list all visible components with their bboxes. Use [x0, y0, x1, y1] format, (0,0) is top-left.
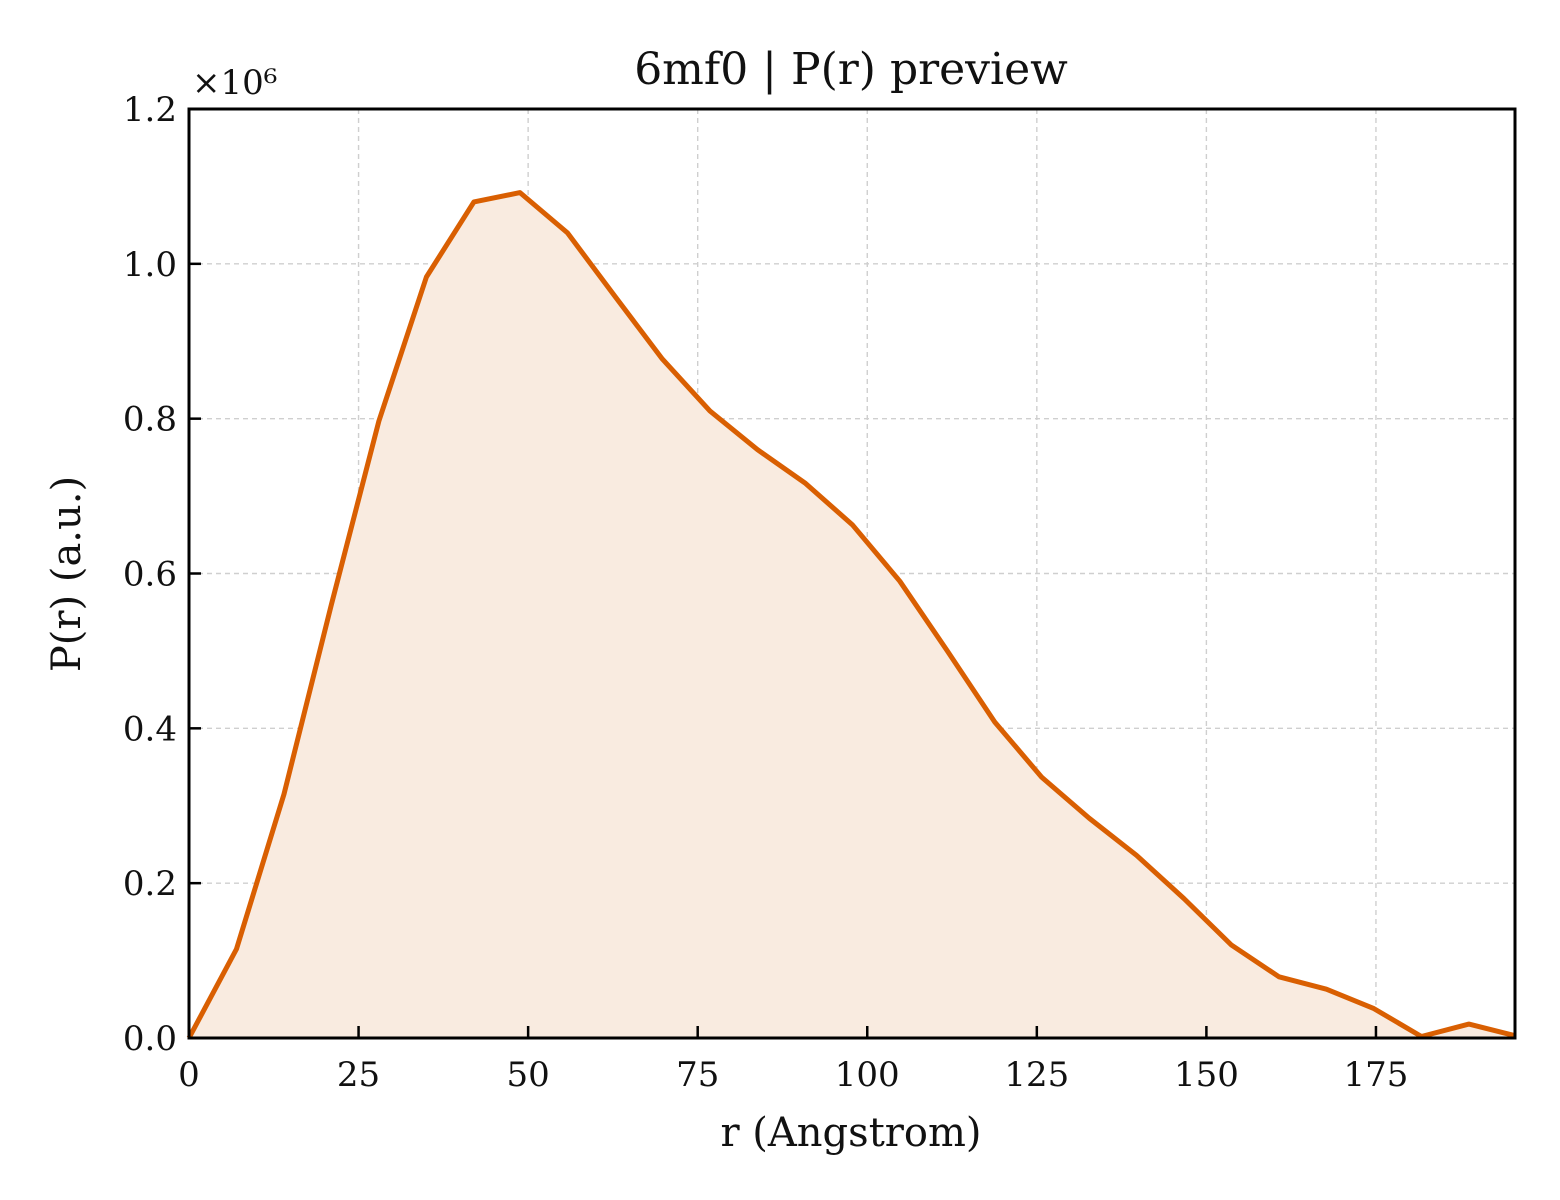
y-tick-label: 0.4	[123, 709, 177, 749]
chart-title: 6mf0 | P(r) preview	[634, 44, 1068, 95]
y-axis-multiplier: ×10⁶	[192, 63, 277, 103]
x-tick-label: 150	[1174, 1055, 1239, 1095]
x-tick-label: 175	[1344, 1055, 1409, 1095]
y-tick-label: 1.2	[123, 90, 177, 130]
x-tick-label: 0	[178, 1055, 200, 1095]
x-tick-label: 125	[1004, 1055, 1069, 1095]
y-tick-label: 0.6	[123, 555, 177, 595]
y-tick-label: 0.2	[123, 864, 177, 904]
x-tick-label: 75	[676, 1055, 719, 1095]
y-tick-label: 0.0	[123, 1019, 177, 1059]
x-tick-label: 100	[835, 1055, 900, 1095]
y-tick-label: 0.8	[123, 400, 177, 440]
y-tick-label: 1.0	[123, 245, 177, 285]
x-tick-label: 25	[337, 1055, 380, 1095]
x-axis-label: r (Angstrom)	[720, 1110, 981, 1156]
y-axis-label: P(r) (a.u.)	[44, 476, 90, 672]
x-tick-label: 50	[506, 1055, 549, 1095]
